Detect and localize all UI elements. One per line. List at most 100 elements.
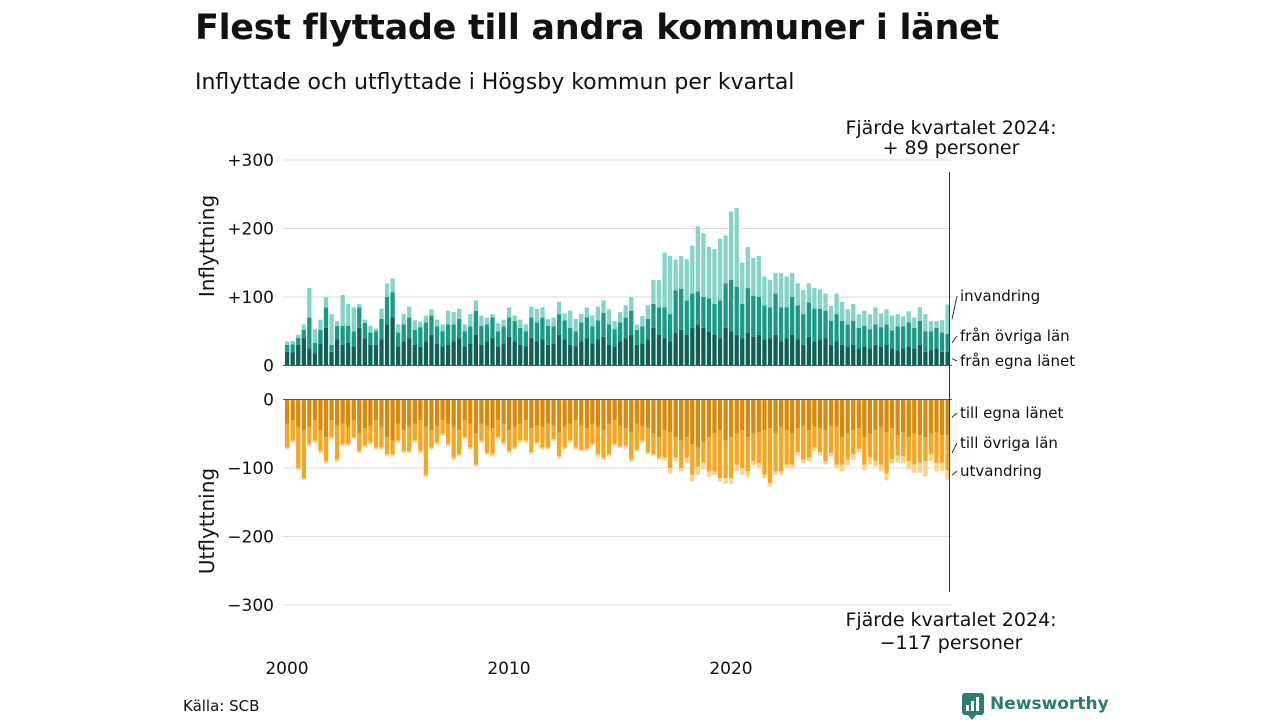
bar-in-segment: [418, 346, 423, 366]
bar-out-segment: [812, 447, 817, 451]
bar-out-segment: [717, 430, 723, 479]
bar-out-segment: [623, 445, 628, 448]
bar-in-segment: [851, 320, 856, 345]
bar-in-segment: [690, 245, 695, 294]
bar-in-segment: [434, 343, 440, 366]
bar-out-segment: [767, 399, 773, 429]
annotation-top-line1: Fjärde kvartalet 2024:: [845, 117, 1056, 139]
bar-in-segment: [901, 326, 906, 349]
bar-in-segment: [340, 325, 345, 345]
bar-in-segment: [351, 307, 356, 332]
bar-in-segment: [612, 346, 617, 366]
bar-in-segment: [845, 309, 850, 325]
chart-subtitle: Inflyttade och utflyttade i Högsby kommu…: [195, 70, 795, 95]
bar-in-segment: [717, 300, 723, 339]
bar-out-segment: [906, 437, 911, 462]
bar-out-segment: [901, 456, 906, 464]
bar-in-segment: [562, 320, 567, 340]
bar-out-segment: [362, 445, 367, 448]
bar-out-segment: [667, 432, 673, 468]
bar-in-segment: [595, 306, 601, 321]
bar-in-segment: [334, 339, 340, 366]
bar-in-segment: [462, 331, 467, 347]
bar-out-segment: [518, 440, 523, 443]
bar-in-segment: [706, 331, 712, 366]
bar-out-segment: [495, 437, 501, 440]
bar-out-segment: [695, 447, 700, 467]
bar-in-segment: [623, 305, 628, 318]
bar-out-segment: [606, 423, 612, 455]
bar-in-segment: [368, 344, 373, 366]
bar-in-segment: [873, 324, 878, 345]
bar-out-segment: [801, 459, 806, 464]
bar-out-segment: [595, 399, 601, 427]
bar-out-segment: [845, 399, 850, 434]
bar-out-segment: [507, 430, 512, 451]
bar-in-segment: [512, 341, 517, 366]
bar-in-segment: [784, 307, 789, 339]
bar-out-segment: [734, 464, 739, 472]
bar-out-segment: [423, 474, 429, 477]
bar-out-segment: [778, 399, 784, 427]
bar-out-segment: [634, 449, 639, 452]
bar-out-segment: [407, 426, 412, 451]
bar-out-segment: [673, 457, 678, 462]
bar-out-segment: [545, 447, 551, 450]
bar-out-segment: [734, 433, 739, 465]
bar-out-segment: [568, 399, 573, 424]
bar-in-segment: [412, 329, 417, 345]
bar-in-segment: [579, 322, 584, 342]
bar-in-segment: [340, 294, 345, 326]
bar-in-segment: [285, 344, 290, 352]
bar-in-segment: [312, 353, 318, 366]
bar-out-segment: [334, 399, 340, 426]
bar-in-segment: [640, 316, 645, 327]
bar-in-segment: [412, 320, 417, 330]
bar-out-segment: [595, 454, 601, 457]
bar-in-segment: [451, 312, 456, 325]
bar-out-segment: [823, 430, 828, 462]
bar-in-segment: [507, 317, 512, 337]
bar-out-segment: [340, 423, 345, 445]
bar-in-segment: [457, 338, 462, 366]
bar-out-segment: [784, 464, 789, 468]
bar-out-segment: [323, 399, 329, 438]
bar-in-segment: [384, 324, 390, 366]
x-tick-label: 2000: [265, 659, 308, 679]
bar-in-segment: [545, 318, 551, 326]
bar-in-segment: [690, 327, 695, 366]
bar-out-segment: [423, 426, 429, 475]
bar-in-segment: [939, 351, 945, 366]
bar-in-segment: [895, 326, 900, 351]
bar-out-segment: [368, 425, 373, 443]
bar-out-segment: [912, 433, 917, 465]
bar-in-segment: [945, 333, 950, 352]
bar-out-segment: [618, 425, 623, 447]
bar-out-segment: [407, 450, 412, 453]
bar-out-segment: [618, 399, 623, 426]
bar-out-segment: [479, 423, 484, 441]
bar-in-segment: [562, 313, 567, 321]
bar-out-segment: [656, 437, 662, 458]
bar-out-segment: [662, 457, 667, 462]
bar-in-segment: [673, 290, 678, 333]
bar-out-segment: [434, 399, 440, 426]
bar-out-segment: [928, 433, 934, 455]
bar-in-segment: [495, 323, 501, 332]
bar-out-segment: [285, 447, 290, 450]
bar-in-segment: [778, 273, 784, 308]
bar-in-segment: [629, 310, 634, 335]
bar-out-segment: [390, 399, 395, 441]
bar-out-segment: [473, 464, 478, 467]
bar-in-segment: [479, 344, 484, 366]
bar-in-segment: [407, 338, 412, 366]
bar-in-segment: [346, 342, 351, 366]
bar-in-segment: [534, 308, 540, 323]
bar-in-segment: [312, 342, 318, 354]
bar-in-segment: [712, 303, 717, 335]
bar-out-segment: [656, 399, 662, 438]
bar-out-segment: [795, 452, 800, 456]
bar-out-segment: [523, 440, 528, 443]
bar-out-segment: [895, 435, 900, 456]
bar-out-segment: [362, 399, 367, 429]
